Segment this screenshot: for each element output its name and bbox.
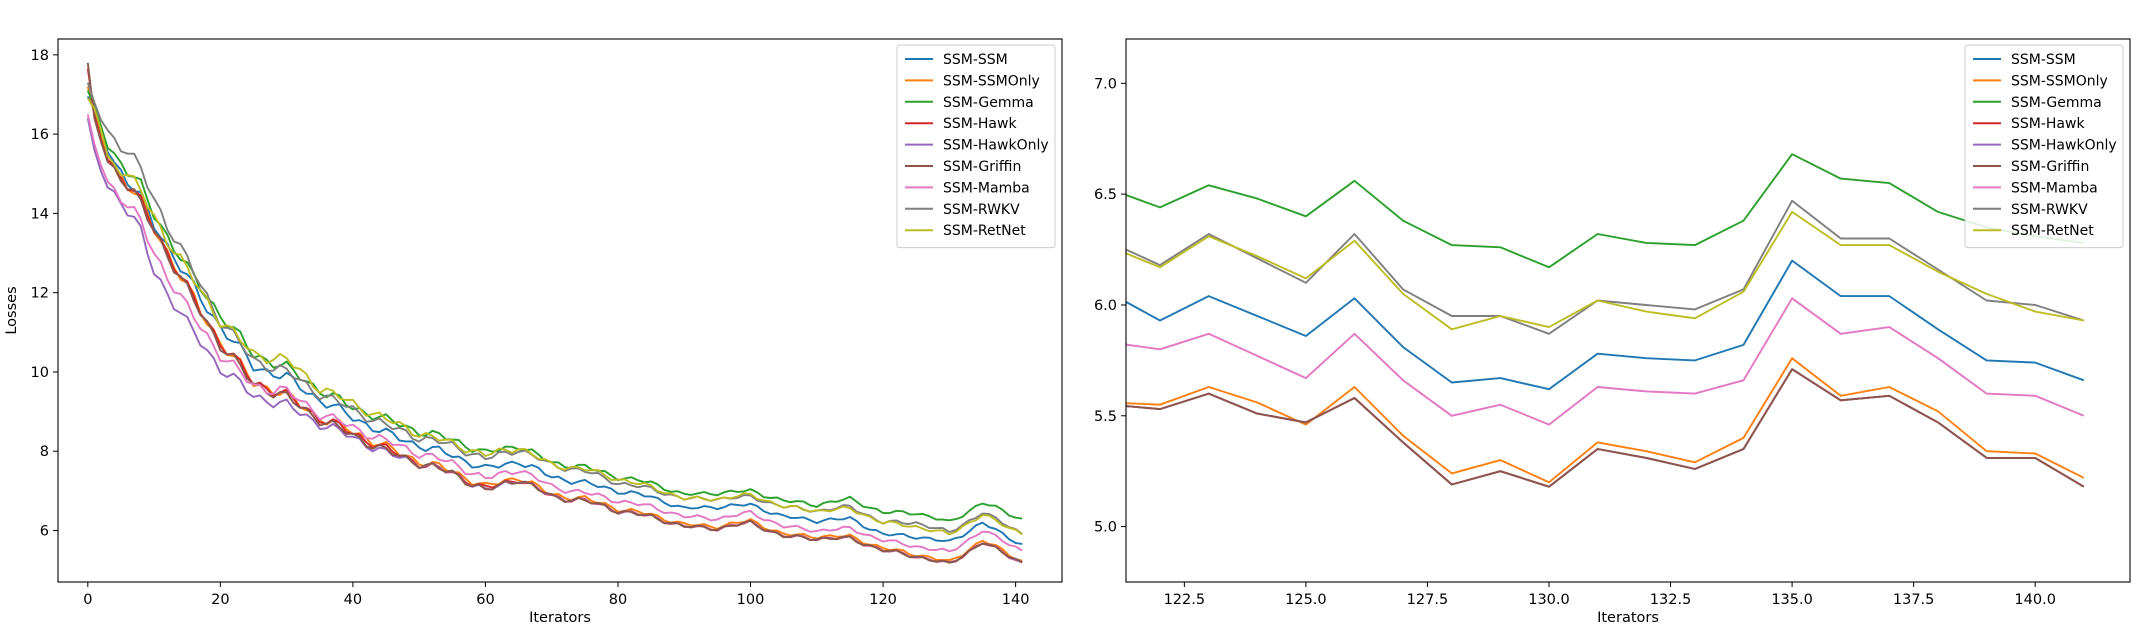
- legend-label: SSM-SSMOnly: [943, 73, 1040, 89]
- chart-panel-2: 122.5 125.0 127.5 130.0 132.5 135.0 137.5 140.0…: [1094, 38, 2131, 626]
- x-tick-label: 132.5: [1650, 592, 1692, 608]
- series-line-ssm-hawk: [86, 68, 1023, 564]
- legend: SSM-SSM SSM-SSMOnly SSM-Gemma SSM-Hawk SSM-H…: [896, 44, 1056, 249]
- x-tick-label: 140.0: [2014, 592, 2056, 608]
- series-lines: [86, 62, 1023, 564]
- series-line-ssm-ssm: [1126, 259, 2085, 391]
- series-line-ssm-mamba: [86, 114, 1023, 553]
- y-axis-label: Losses: [4, 286, 20, 334]
- series-line-ssm-griffin: [1126, 368, 2085, 488]
- series-line-ssm-ssmonly: [1126, 357, 2085, 484]
- legend-label: SSM-Griffin: [2011, 159, 2089, 175]
- x-tick-label: 100: [737, 592, 765, 608]
- x-tick-label: 137.5: [1893, 592, 1935, 608]
- y-tick-label: 12: [31, 286, 49, 302]
- series-line-ssm-gemma: [1126, 153, 2084, 269]
- legend-label: SSM-SSM: [943, 52, 1008, 68]
- series-line-ssm-ssm: [86, 96, 1023, 545]
- x-tick-label: 0: [83, 592, 92, 608]
- legend-label: SSM-Gemma: [943, 95, 1034, 111]
- legend-label: SSM-RWKV: [2011, 202, 2088, 218]
- series-line-ssm-ssmonly: [86, 86, 1023, 562]
- series-line-ssm-retnet: [1126, 210, 2084, 331]
- x-tick-label: 122.5: [1164, 592, 1206, 608]
- x-tick-label: 120: [869, 592, 897, 608]
- series-line-ssm-rwkv: [1126, 199, 2085, 335]
- legend-box: [896, 44, 1056, 249]
- y-tick-label: 6.0: [1094, 298, 1117, 314]
- legend-label: SSM-SSMOnly: [2011, 73, 2108, 89]
- x-tick-label: 20: [211, 592, 229, 608]
- y-tick-label: 8: [40, 444, 49, 460]
- series-lines: [1126, 153, 2085, 488]
- y-tick-label: 14: [31, 206, 49, 222]
- x-axis-label: Iterators: [529, 610, 591, 626]
- y-tick-label: 5.5: [1094, 409, 1117, 425]
- axes-frame: [57, 38, 1063, 583]
- legend-label: SSM-Hawk: [2011, 116, 2085, 132]
- x-tick-label: 40: [344, 592, 362, 608]
- series-line-ssm-retnet: [87, 97, 1023, 536]
- y-tick-label: 16: [31, 127, 49, 143]
- x-tick-label: 127.5: [1407, 592, 1449, 608]
- y-tick-label: 18: [31, 48, 49, 64]
- x-tick-label: 80: [609, 592, 627, 608]
- legend-label: SSM-Mamba: [943, 180, 1030, 196]
- y-tick-label: 6: [40, 523, 49, 539]
- x-tick-label: 135.0: [1771, 592, 1813, 608]
- x-tick-label: 60: [476, 592, 494, 608]
- legend-label: SSM-RetNet: [943, 223, 1026, 239]
- series-line-ssm-mamba: [1126, 297, 2085, 426]
- legend-label: SSM-Mamba: [2011, 180, 2098, 196]
- legend-label: SSM-Gemma: [2011, 95, 2102, 111]
- legend-label: SSM-RetNet: [2011, 223, 2094, 239]
- legend-label: SSM-HawkOnly: [943, 138, 1049, 154]
- y-tick-label: 6.5: [1094, 187, 1117, 203]
- legend: SSM-SSM SSM-SSMOnly SSM-Gemma SSM-Hawk SSM-H…: [1964, 44, 2124, 249]
- legend-label: SSM-Hawk: [943, 116, 1017, 132]
- x-tick-label: 130.0: [1528, 592, 1570, 608]
- y-tick-label: 7.0: [1094, 76, 1117, 92]
- legend-label: SSM-Griffin: [943, 159, 1021, 175]
- x-axis-label: Iterators: [1597, 610, 1659, 626]
- y-tick-label: 10: [31, 365, 49, 381]
- legend-box: [1964, 44, 2124, 249]
- chart-panel-1: 0 20 40 60 80 100 120 140 6 8 10 12 14 16 18 Iterators L…: [4, 38, 1063, 626]
- axes-frame: [1125, 38, 2131, 583]
- x-tick-label: 125.0: [1285, 592, 1327, 608]
- legend-label: SSM-HawkOnly: [2011, 138, 2117, 154]
- legend-label: SSM-RWKV: [943, 202, 1020, 218]
- legend-label: SSM-SSM: [2011, 52, 2076, 68]
- series-line-ssm-gemma: [86, 90, 1023, 522]
- series-line-ssm-griffin: [86, 62, 1023, 564]
- x-tick-label: 140: [1002, 592, 1030, 608]
- y-tick-label: 5.0: [1094, 520, 1117, 536]
